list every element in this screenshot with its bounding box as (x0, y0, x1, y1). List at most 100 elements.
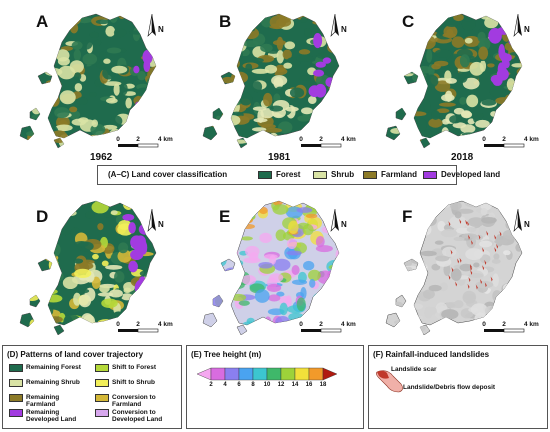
land-patch (418, 26, 425, 34)
trajectory-legend-title: (D) Patterns of land cover trajectory (7, 350, 144, 359)
land-patch (516, 101, 522, 114)
land-patch (146, 76, 156, 88)
farmland-swatch (363, 171, 377, 179)
land-patch (391, 231, 405, 245)
developed-land-patch (122, 214, 135, 221)
landslide-mark (468, 277, 471, 283)
land-patch (461, 137, 475, 148)
land-patch (285, 295, 292, 308)
land-patch (123, 320, 137, 330)
land-patch (304, 27, 312, 37)
panel-label: F (402, 207, 413, 226)
landslide-mark (478, 234, 481, 240)
land-patch (211, 201, 222, 206)
land-patch (445, 90, 453, 102)
trajectory-label: Shift to Forest (112, 364, 157, 371)
land-patch (278, 138, 292, 146)
land-patch (487, 63, 495, 68)
land-patch (480, 207, 488, 216)
land-patch (139, 311, 154, 325)
land-patch (74, 268, 92, 279)
land-patch (243, 40, 259, 48)
scale-tick-label: 2 (502, 136, 506, 143)
scale-bar: 0 2 4 km (482, 136, 539, 148)
land-patch (504, 207, 514, 221)
land-patch (495, 97, 512, 105)
land-patch (37, 45, 48, 50)
land-patch (95, 19, 110, 25)
land-patch (225, 85, 239, 98)
land-patch (336, 275, 339, 285)
land-patch (238, 300, 250, 306)
trajectory-label: Remaining Forest (26, 364, 81, 371)
land-patch (464, 37, 473, 44)
land-patch (511, 63, 522, 68)
land-patch (140, 201, 148, 208)
landcover-legend: (A–C) Land cover classification Forest S… (97, 165, 500, 185)
land-patch (261, 123, 276, 129)
land-patch (28, 235, 37, 242)
land-patch (227, 281, 245, 290)
colorbar-cell (266, 367, 282, 381)
landslide-mark (448, 274, 451, 280)
land-patch (262, 92, 273, 107)
land-patch (517, 119, 522, 126)
land-patch (149, 303, 156, 311)
land-patch (288, 220, 299, 235)
land-patch (442, 246, 457, 257)
land-patch (70, 14, 82, 25)
land-patch (289, 87, 305, 98)
island-map: N 0 2 4 km (19, 13, 173, 149)
landslide-mark (451, 267, 454, 273)
land-patch (510, 123, 522, 137)
land-patch (502, 229, 519, 240)
land-patch (498, 110, 515, 117)
land-patch (315, 14, 330, 20)
shrub-label: Shrub (331, 170, 355, 179)
land-patch (220, 242, 227, 248)
land-patch (461, 233, 478, 239)
land-patch (459, 263, 473, 272)
land-patch (217, 58, 225, 64)
developed-land-patch (128, 260, 138, 273)
land-patch (210, 120, 222, 128)
landslide-mark (459, 218, 462, 224)
land-patch (459, 54, 470, 68)
land-patch (78, 294, 92, 308)
land-patch (514, 268, 522, 274)
trajectory-label: Shift to Shrub (112, 379, 155, 386)
land-patch (268, 132, 279, 145)
land-patch (300, 16, 308, 23)
land-patch (454, 211, 462, 219)
land-patch (324, 104, 339, 117)
land-patch (40, 50, 54, 64)
land-patch (231, 293, 247, 302)
land-patch (446, 28, 454, 36)
land-patch (214, 106, 231, 111)
land-patch (241, 223, 255, 230)
land-patch (284, 41, 296, 50)
land-patch (91, 276, 101, 289)
land-patch (245, 245, 260, 258)
land-patch (233, 72, 243, 84)
land-patch (146, 202, 156, 208)
land-patch (224, 289, 235, 299)
land-patch (509, 293, 516, 307)
trajectory-swatch (95, 364, 109, 372)
land-patch (395, 260, 405, 273)
land-patch (492, 273, 499, 287)
land-patch (71, 118, 87, 126)
land-patch (89, 31, 100, 38)
land-patch (296, 54, 314, 62)
land-patch (25, 124, 42, 133)
land-patch (275, 64, 286, 73)
land-patch (32, 227, 44, 234)
land-patch (264, 316, 272, 326)
land-patch (24, 326, 40, 335)
trajectory-swatch (95, 379, 109, 387)
trajectory-label: Conversion to Farmland (112, 394, 156, 408)
land-patch (327, 269, 339, 281)
north-arrow-icon: N (513, 13, 530, 37)
land-patch (56, 196, 71, 200)
land-patch (428, 205, 437, 216)
